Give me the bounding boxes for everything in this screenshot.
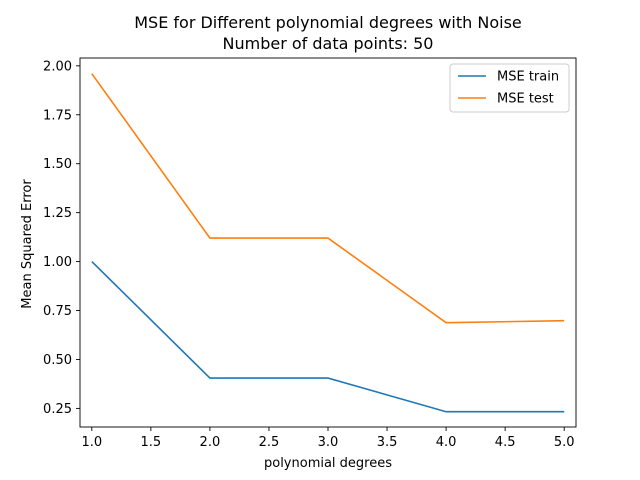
plot-area: 1.0 1.5 2.0 2.5 3.0 3.5 4.0 4.5 5.0 0.25 0.50 0.75 1… bbox=[43, 57, 577, 450]
legend-label-1: MSE train bbox=[497, 70, 559, 85]
series-line-2 bbox=[91, 73, 565, 324]
y-tick-label: 0.25 bbox=[43, 402, 72, 417]
chart-subtitle: Number of data points: 50 bbox=[223, 34, 434, 53]
y-tick-label: 0.75 bbox=[43, 304, 72, 319]
y-tick-label: 1.25 bbox=[43, 206, 72, 221]
x-tick-label: 3.0 bbox=[318, 435, 339, 450]
x-tick-label: 2.0 bbox=[200, 435, 221, 450]
axes-frame bbox=[79, 57, 577, 428]
x-tick-label: 5.0 bbox=[554, 435, 575, 450]
legend-label-2: MSE test bbox=[497, 92, 554, 107]
chart-title: MSE for Different polynomial degrees wit… bbox=[134, 13, 522, 32]
x-tick-label: 1.5 bbox=[141, 435, 162, 450]
legend: MSE train MSE test bbox=[449, 63, 570, 113]
y-tick-label: 1.75 bbox=[43, 108, 72, 123]
series-line-1 bbox=[91, 261, 565, 413]
x-tick-label: 2.5 bbox=[259, 435, 280, 450]
y-axis-label: Mean Squared Error bbox=[20, 179, 35, 309]
y-tick-label: 1.50 bbox=[43, 157, 72, 172]
x-axis-label: polynomial degrees bbox=[264, 456, 392, 471]
x-tick-label: 4.0 bbox=[436, 435, 457, 450]
x-tick-label: 3.5 bbox=[377, 435, 398, 450]
y-tick-label: 2.00 bbox=[43, 59, 72, 74]
y-tick-label: 1.00 bbox=[43, 255, 72, 270]
y-tick-label: 0.50 bbox=[43, 353, 72, 368]
x-tick-label: 1.0 bbox=[81, 435, 102, 450]
x-tick-label: 4.5 bbox=[495, 435, 516, 450]
